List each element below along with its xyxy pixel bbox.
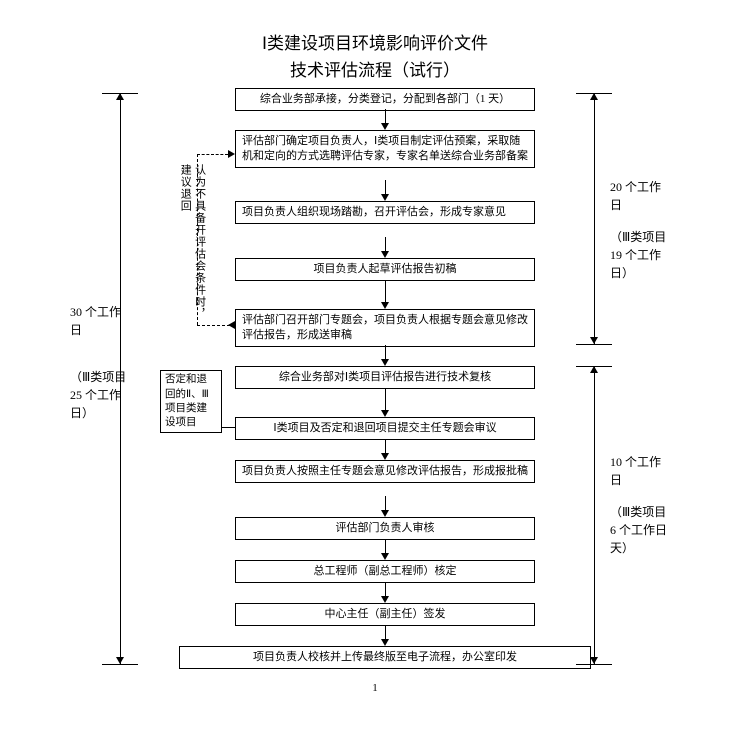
arrow-left-icon — [228, 321, 235, 329]
arrow-down-icon — [381, 410, 389, 417]
connector — [385, 582, 386, 596]
connector — [385, 280, 386, 302]
node-assign: 评估部门确定项目负责人，Ⅰ类项目制定评估预案，采取随机和定向的方式选聘评估专家，… — [235, 130, 535, 168]
arrow-down-icon — [381, 639, 389, 646]
node-director-meeting: Ⅰ类项目及否定和退回项目提交主任专题会审议 — [235, 417, 535, 440]
connector — [222, 427, 235, 428]
title-line-2: 技术评估流程（试行） — [0, 57, 750, 84]
arrow-down-icon — [381, 302, 389, 309]
right-upper-sub: （Ⅲ类项目 19 个工作日） — [610, 228, 670, 282]
node-revise: 项目负责人按照主任专题会意见修改评估报告，形成报批稿 — [235, 460, 535, 483]
title-block: Ⅰ类建设项目环境影响评价文件 技术评估流程（试行） — [0, 0, 750, 84]
arrow-down-icon — [381, 123, 389, 130]
arrow-down-icon — [381, 194, 389, 201]
left-total-label: 30 个工作日 — [70, 303, 130, 339]
feedback-note: 认为不具备开评估会条件时，建议退回 — [178, 164, 207, 324]
arrow-down-icon — [381, 553, 389, 560]
arrow-down-icon — [381, 453, 389, 460]
bracket-cap — [102, 664, 138, 665]
node-publish: 项目负责人校核并上传最终版至电子流程，办公室印发 — [179, 646, 591, 669]
connector — [385, 388, 386, 410]
node-reject-box: 否定和退回的Ⅱ、Ⅲ项目类建设项目 — [160, 370, 222, 433]
node-tech-review: 综合业务部对Ⅰ类项目评估报告进行技术复核 — [235, 366, 535, 389]
node-director-sign: 中心主任（副主任）签发 — [235, 603, 535, 626]
arrow-down-icon — [381, 510, 389, 517]
page-number: 1 — [372, 682, 378, 694]
connector — [385, 109, 386, 123]
connector — [385, 496, 386, 510]
left-sub-label: （Ⅲ类项目 25 个工作日） — [70, 368, 130, 422]
right-lower-label: 10 个工作日 — [610, 453, 670, 489]
dashed-connector — [197, 154, 228, 155]
node-chief-eng: 总工程师（副总工程师）核定 — [235, 560, 535, 583]
connector — [385, 180, 386, 194]
arrow-down-icon — [116, 657, 124, 664]
bracket-line — [594, 93, 595, 344]
bracket-line — [594, 366, 595, 664]
node-survey: 项目负责人组织现场踏勘，召开评估会，形成专家意见 — [235, 201, 535, 224]
arrow-right-icon — [228, 150, 235, 158]
arrow-down-icon — [381, 251, 389, 258]
connector — [385, 625, 386, 639]
arrow-down-icon — [381, 596, 389, 603]
title-line-1: Ⅰ类建设项目环境影响评价文件 — [0, 30, 750, 57]
connector — [385, 345, 386, 359]
right-lower-sub: （Ⅲ类项目 6 个工作日天） — [610, 503, 670, 557]
arrow-down-icon — [590, 657, 598, 664]
flowchart-canvas: 综合业务部承接，分类登记，分配到各部门（1 天） 评估部门确定项目负责人，Ⅰ类项… — [0, 88, 750, 708]
connector — [385, 237, 386, 251]
bracket-cap — [576, 664, 612, 665]
connector — [385, 539, 386, 553]
arrow-down-icon — [590, 337, 598, 344]
connector — [385, 439, 386, 453]
right-upper-label: 20 个工作日 — [610, 178, 670, 214]
node-dept-head: 评估部门负责人审核 — [235, 517, 535, 540]
node-dept-review: 评估部门召开部门专题会，项目负责人根据专题会意见修改评估报告，形成送审稿 — [235, 309, 535, 347]
arrow-down-icon — [381, 359, 389, 366]
node-intake: 综合业务部承接，分类登记，分配到各部门（1 天） — [235, 88, 535, 111]
node-draft: 项目负责人起草评估报告初稿 — [235, 258, 535, 281]
bracket-cap — [576, 344, 612, 345]
